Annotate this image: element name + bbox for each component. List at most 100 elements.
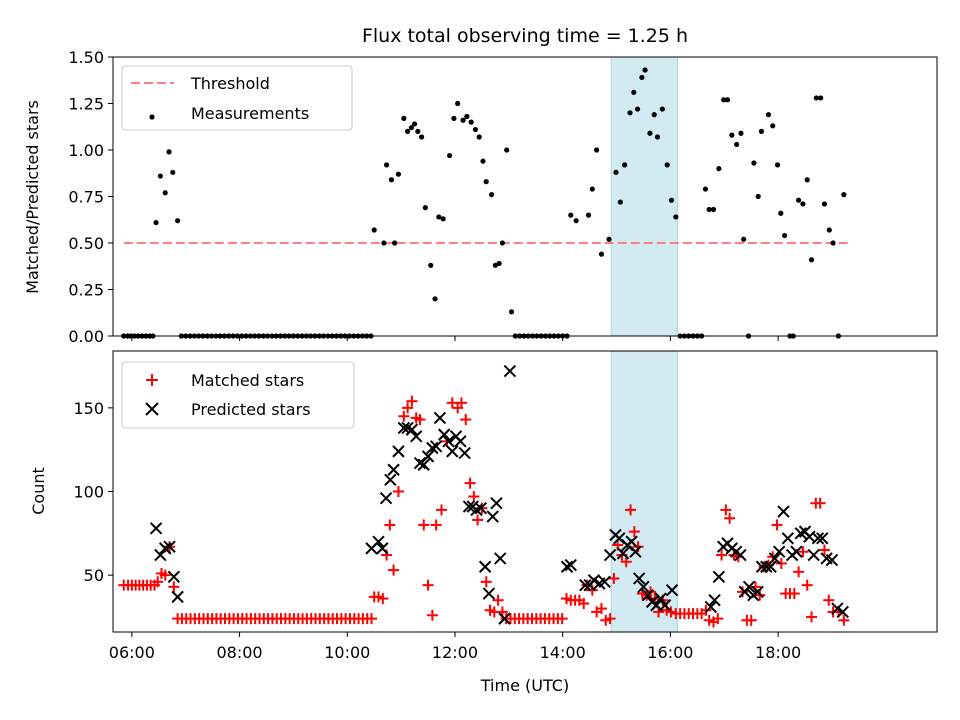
measurement-point	[381, 240, 387, 246]
measurement-point	[631, 89, 637, 95]
predicted-point-b	[438, 428, 451, 441]
bottom-x-tick-label: 18:00	[755, 643, 801, 662]
measurement-point	[738, 130, 744, 136]
predicted-point	[486, 510, 499, 523]
measurement-point	[476, 134, 482, 140]
measurement-point	[411, 121, 418, 127]
predicted-point	[433, 411, 447, 425]
predicted-point-b	[149, 522, 163, 535]
measurement-point	[489, 192, 495, 198]
bottom-y-tick-label: 50	[84, 566, 104, 585]
measurement-point	[729, 132, 735, 138]
bottom-x-axis: 06:00 08:00 10:00 12:00 14:00 16:00 18:00	[109, 632, 801, 662]
measurement-point	[706, 206, 712, 213]
predicted-point-b	[503, 364, 517, 378]
predicted-point	[742, 580, 756, 594]
matched-point	[406, 395, 418, 407]
predicted-point	[816, 532, 829, 545]
predicted-point-b	[772, 545, 786, 558]
bottom-legend-box	[121, 361, 355, 429]
matched-point	[838, 614, 850, 626]
measurement-point	[800, 201, 806, 207]
predicted-point	[625, 535, 638, 548]
predicted-point-b	[372, 535, 385, 548]
predicted-point-b	[498, 612, 511, 625]
measurement-point	[460, 117, 466, 123]
measurement-point	[821, 201, 828, 207]
measurement-point	[383, 162, 390, 168]
predicted-point-b	[494, 552, 507, 565]
measurement-point	[432, 296, 438, 302]
measurement-point	[415, 128, 421, 134]
predicted-point-b	[820, 552, 833, 565]
predicted-point-b	[429, 440, 443, 453]
matched-point	[455, 397, 467, 409]
predicted-point	[421, 450, 435, 463]
predicted-point	[751, 585, 764, 599]
measurement-point	[808, 257, 815, 263]
predicted-point	[387, 463, 400, 476]
bottom-y-tick-label: 150	[73, 399, 104, 418]
matched-point	[620, 556, 632, 568]
measurement-point	[157, 173, 163, 179]
top-y-tick-label: 1.50	[68, 48, 104, 67]
predicted-point	[149, 522, 163, 535]
matched-point	[724, 512, 736, 524]
predicted-point	[811, 532, 825, 545]
predicted-point	[836, 605, 849, 619]
matched-point	[472, 514, 484, 526]
matched-legend-swatch	[146, 374, 158, 386]
measurement-point	[826, 227, 832, 233]
matched-point	[402, 402, 414, 414]
top-legend: Threshold Measurements	[121, 65, 353, 131]
matched-point	[366, 613, 378, 625]
measurement-point	[639, 74, 645, 81]
predicted-point-b	[708, 594, 721, 607]
predicted-point	[598, 575, 611, 589]
predicted-point-b	[613, 532, 626, 545]
matched-point	[797, 546, 809, 558]
measurement-point	[721, 97, 727, 103]
predicted-point-b	[764, 560, 777, 573]
top-y-tick-label: 0.25	[68, 281, 104, 300]
measurement-point	[573, 218, 579, 224]
predicted-point-b	[417, 458, 430, 471]
predicted-point	[429, 440, 443, 453]
predicted-point-b	[811, 532, 825, 545]
predicted-point	[629, 545, 642, 558]
matched-point	[823, 594, 835, 606]
matched-point	[716, 549, 728, 561]
measurement-point	[175, 218, 181, 224]
measurement-point	[451, 115, 457, 121]
matched-point	[700, 604, 712, 616]
matched-point	[556, 613, 568, 625]
measurement-point	[585, 212, 592, 218]
measurement-point	[765, 112, 772, 118]
predicted-point-b	[625, 535, 638, 548]
bottom-legend: Matched stars Predicted stars	[121, 361, 355, 429]
predicted-point-b	[658, 599, 672, 612]
predicted-point-b	[603, 548, 617, 562]
matched-point	[745, 614, 757, 626]
predicted-point	[665, 583, 679, 597]
predicted-point	[781, 532, 795, 545]
measurement-point	[617, 199, 623, 205]
predicted-point	[632, 572, 646, 585]
predicted-point	[704, 600, 718, 614]
bottom-x-tick-label: 12:00	[432, 643, 478, 662]
matched-point	[665, 606, 677, 618]
predicted-point-b	[433, 411, 447, 425]
predicted-point-b	[442, 435, 455, 448]
measurement-point	[627, 110, 633, 116]
predicted-point	[503, 364, 517, 378]
predicted-point-b	[637, 580, 650, 594]
predicted-point	[454, 435, 467, 448]
predicted-point	[772, 545, 786, 558]
top-y-tick-label: 0.50	[68, 234, 104, 253]
predicted-point-b	[376, 542, 389, 555]
matched-point	[388, 564, 400, 576]
matched-point	[168, 581, 180, 593]
measurement-point	[710, 206, 717, 213]
measurement-point	[508, 309, 515, 315]
predicted-point	[410, 430, 423, 443]
